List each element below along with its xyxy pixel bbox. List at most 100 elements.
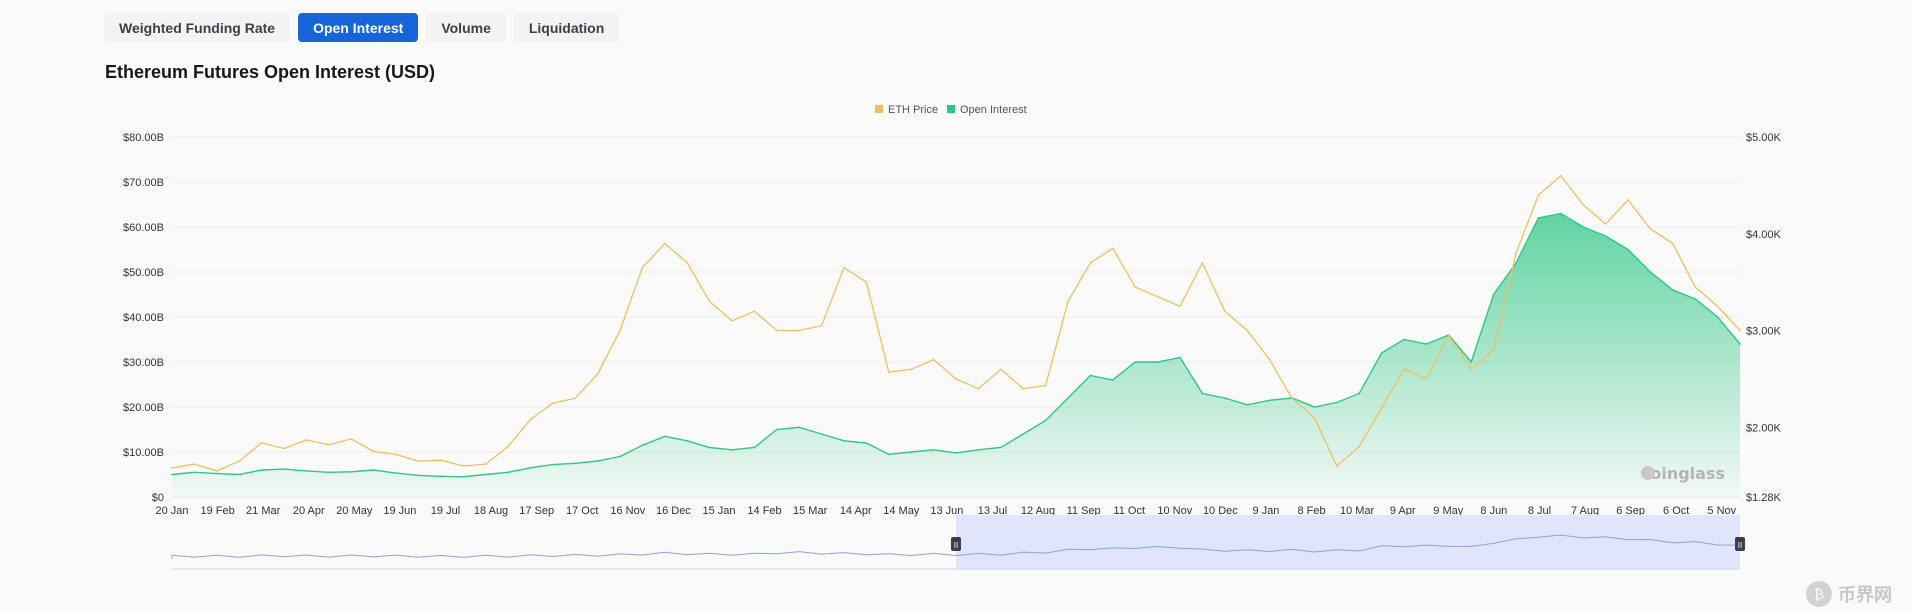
eth-price-point [529,418,532,421]
navigator-right-handle-grip: II [1738,541,1742,550]
eth-price-point [955,378,957,380]
open-interest-point [1560,212,1562,215]
open-interest-point [910,451,912,453]
open-interest-point [1134,361,1136,363]
eth-price-point [260,442,263,444]
coinglass-logo-icon [1641,466,1655,480]
x-tick-label: 20 Apr [293,505,325,517]
eth-price-point [686,262,688,264]
eth-price-point [753,310,756,313]
open-interest-point [798,426,800,429]
y-right-tick-label: $3.00K [1746,326,1782,338]
open-interest-point [619,455,621,458]
x-tick-label: 19 Jun [383,505,416,517]
y-left-tick-label: $80.00B [123,132,164,144]
eth-price-point [507,445,509,448]
open-interest-point [888,453,890,456]
open-interest-point [238,473,240,476]
open-interest-point [574,462,576,465]
x-tick-label: 8 Jun [1480,505,1507,517]
open-interest-point [955,452,957,454]
y-left-tick-label: $70.00B [123,177,164,189]
eth-price-point [619,329,621,332]
eth-price-point [731,320,733,322]
open-interest-point [1156,361,1159,363]
eth-price-point [305,439,308,441]
eth-price-point [574,397,576,400]
eth-price-point [596,373,599,375]
eth-price-point [1246,329,1248,332]
eth-price-point [1448,334,1450,337]
open-interest-point [1604,235,1607,237]
open-interest-point [1403,338,1405,341]
chart-title: Ethereum Futures Open Interest (USD) [105,62,436,82]
x-tick-label: 9 May [1433,505,1463,517]
eth-price-point [1604,223,1607,225]
eth-price-point [977,387,980,390]
open-interest-point [395,472,397,474]
eth-price-point [1560,174,1562,177]
eth-price-point [283,447,285,450]
open-interest-point [1268,399,1271,402]
navigator-left-handle[interactable] [951,537,961,551]
open-interest-point [440,475,442,478]
legend-swatch-open-interest [947,105,955,113]
eth-price-point [1380,407,1383,409]
open-interest-point [1067,397,1069,399]
eth-price-point [910,368,912,371]
y-left-tick-label: $30.00B [123,357,164,369]
x-tick-label: 10 Nov [1157,505,1192,517]
open-interest-point [484,473,487,476]
eth-price-point [552,402,554,404]
eth-price-point [216,470,218,472]
eth-price-point [1224,310,1226,313]
eth-price-point [1022,387,1024,390]
eth-price-point [932,358,935,361]
chart-watermark-text: coinglass [1641,464,1725,483]
eth-price-point [1425,378,1428,380]
open-interest-point [776,428,778,431]
open-interest-point [1515,262,1517,264]
eth-price-point [641,266,644,269]
open-interest-point [1201,392,1204,395]
x-tick-label: 15 Mar [793,505,828,517]
x-tick-label: 20 Jan [155,505,188,517]
open-interest-point [350,471,353,473]
open-interest-point [1694,298,1696,300]
eth-price-point [1336,465,1338,467]
x-tick-label: 10 Mar [1340,505,1375,517]
open-interest-point [1022,433,1024,435]
x-tick-label: 6 Oct [1663,505,1689,517]
open-interest-point [1537,217,1540,219]
x-tick-label: 19 Jul [431,505,460,517]
eth-price-point [1672,242,1674,245]
tab-liquidation[interactable]: Liquidation [513,13,620,42]
eth-price-point [1134,286,1136,288]
open-interest-point [1089,374,1092,377]
tab-weighted-funding-rate[interactable]: Weighted Funding Rate [104,13,291,42]
eth-price-point [1492,349,1495,351]
eth-price-point [865,281,868,284]
tab-open-interest[interactable]: Open Interest [298,13,419,42]
x-tick-label: 12 Aug [1021,505,1055,517]
open-interest-area [172,213,1740,497]
eth-price-point [1358,445,1360,448]
navigator-right-handle[interactable] [1735,537,1745,551]
eth-price-point [1000,368,1002,371]
tab-volume[interactable]: Volume [426,13,506,42]
eth-price-point [776,329,778,332]
open-interest-point [843,440,845,442]
open-interest-point [1000,446,1002,449]
x-tick-label: 13 Jun [930,505,963,517]
eth-price-point [238,460,240,463]
eth-price-point [708,300,711,303]
x-tick-label: 9 Apr [1390,505,1416,517]
x-tick-label: 14 Apr [840,505,872,517]
eth-price-point [798,329,800,332]
y-left-tick-label: $20.00B [123,402,164,414]
open-interest-point [686,440,688,442]
open-interest-point [1380,352,1383,354]
open-interest-point [753,446,756,449]
legend-label-eth-price: ETH Price [888,104,938,116]
